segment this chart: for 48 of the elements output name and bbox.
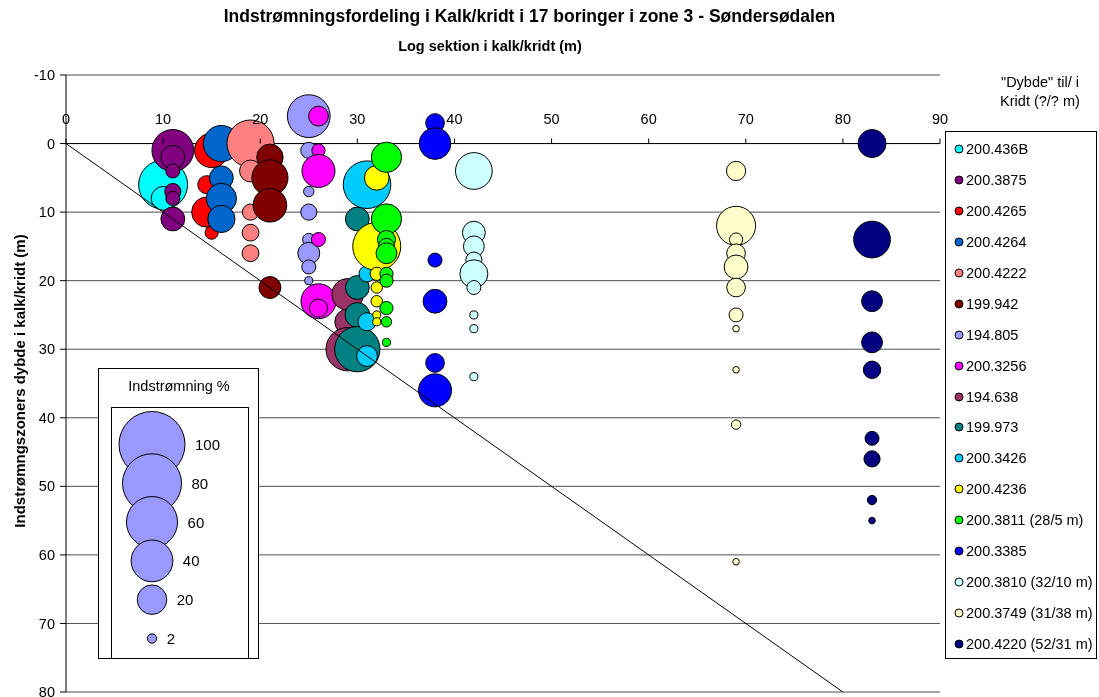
- legend-label: 80: [191, 474, 209, 492]
- size-legend: Indstrømning % 100 80 60 40 20 2: [98, 368, 259, 659]
- legend-label: 200.4265: [966, 202, 1027, 219]
- legend-label: 2: [166, 630, 176, 647]
- x-tick-label: 90: [931, 110, 949, 127]
- legend-label: 100: [195, 436, 221, 453]
- legend-label: 40: [182, 552, 200, 570]
- x-tick-label: 10: [155, 110, 172, 127]
- y-tick-label: 80: [38, 684, 55, 697]
- x-tick-label: 30: [349, 110, 366, 127]
- x-axis-title: Log sektion i kalk/kridt (m): [397, 37, 583, 56]
- legend-label: 200.4220 (52/31 m): [966, 636, 1093, 653]
- y-tick-label: 40: [38, 409, 55, 426]
- x-tick-label: 60: [640, 110, 657, 127]
- legend-label: 200.3875: [966, 171, 1027, 188]
- legend-label: 200.4236: [966, 481, 1027, 498]
- x-tick-label: 0: [61, 110, 71, 127]
- legend-label: 200.3810 (32/10 m): [966, 574, 1093, 591]
- y-tick-label: -10: [34, 67, 55, 84]
- x-tick-label: 40: [446, 110, 463, 127]
- y-tick-label: 60: [38, 547, 55, 564]
- legend-label: 200.4264: [966, 233, 1027, 250]
- legend-label: 60: [187, 513, 205, 531]
- y-tick-label: 70: [38, 615, 55, 632]
- legend-label: 200.3426: [966, 450, 1027, 467]
- y-axis-title: Indstrømngszoners dybde i kalk/kridt (m): [10, 234, 28, 528]
- legend-label: 200.436B: [966, 141, 1029, 157]
- legend-label: 200.3256: [966, 357, 1027, 374]
- x-tick-label: 70: [737, 110, 754, 127]
- legend-label: 200.3811 (28/5 m): [966, 512, 1084, 529]
- legend-label: 200.3749 (31/38 m): [966, 605, 1093, 622]
- x-tick-label: 50: [543, 110, 560, 127]
- legend-title: "Dybde" til/ i Kridt (?/? m): [999, 73, 1081, 111]
- legend-label: 194.805: [966, 326, 1019, 343]
- y-tick-label: 30: [38, 341, 55, 358]
- legend-label: 199.973: [966, 419, 1019, 436]
- y-tick-label: 10: [38, 204, 55, 221]
- y-tick-label: 0: [46, 135, 55, 152]
- legend-label: 200.3385: [966, 543, 1027, 560]
- annotation: Indstrømning %: [128, 378, 230, 394]
- chart-title: Indstrømningsfordeling i Kalk/kridt i 17 boringer i zone 3 - Søndersødalen: [222, 5, 837, 27]
- legend-label: 199.942: [966, 295, 1019, 312]
- legend-label: 194.638: [966, 388, 1019, 405]
- legend-label: 20: [176, 591, 194, 609]
- x-tick-label: 80: [834, 110, 851, 127]
- y-tick-label: 20: [38, 272, 55, 289]
- y-tick-label: 50: [38, 478, 55, 495]
- legend-label: 200.4222: [966, 264, 1027, 281]
